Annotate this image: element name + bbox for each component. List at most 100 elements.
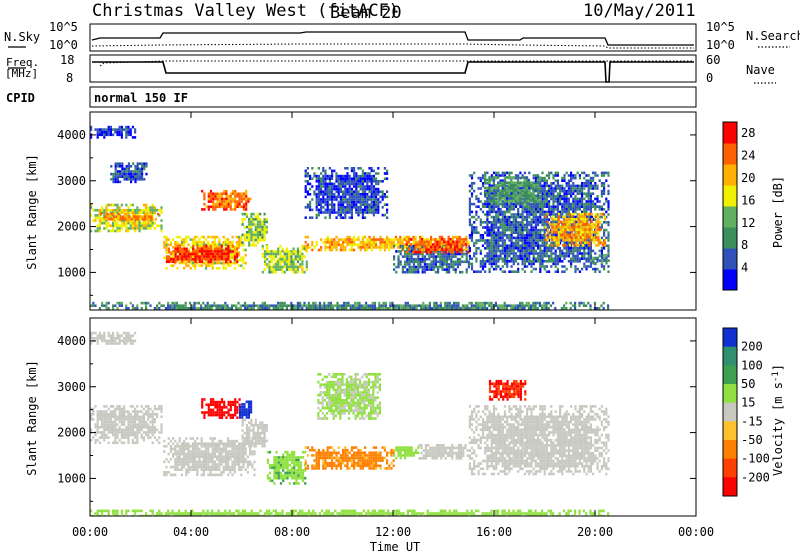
power-cell (117, 215, 120, 218)
power-cell (506, 247, 509, 250)
power-cell (320, 187, 323, 191)
power-cell (548, 233, 552, 237)
power-cell (203, 195, 206, 198)
power-cell (576, 187, 579, 190)
power-cell (335, 180, 338, 183)
power-cell (146, 212, 149, 216)
power-cell (473, 244, 476, 247)
power-cell (333, 203, 336, 206)
power-cell (495, 267, 498, 271)
power-cell (112, 178, 115, 181)
power-cell (528, 213, 531, 216)
power-cell (399, 240, 402, 244)
power-cell (364, 203, 367, 206)
power-cell (366, 246, 369, 249)
power-cell (543, 205, 546, 208)
power-cell (383, 167, 386, 170)
power-cell (460, 243, 463, 246)
power-cell (227, 202, 230, 206)
power-cell (486, 189, 489, 193)
power-cell (112, 304, 115, 307)
power-cell (292, 304, 295, 307)
power-cell (114, 128, 117, 131)
power-cell (562, 225, 565, 229)
power-cell (585, 195, 588, 198)
power-cell (315, 240, 318, 244)
power-cell (506, 257, 509, 260)
power-cell (497, 236, 500, 240)
power-cell (461, 255, 464, 258)
power-cell (377, 180, 380, 183)
power-cell (568, 225, 571, 229)
power-cell (492, 221, 496, 224)
power-cell (603, 184, 606, 188)
power-cell (261, 236, 264, 239)
power-cell (309, 200, 312, 204)
power-cell (277, 265, 280, 269)
power-cell (603, 238, 607, 242)
power-cell (490, 194, 493, 197)
power-cell (327, 304, 330, 307)
power-cell (268, 263, 271, 266)
power-cell (550, 249, 553, 253)
power-cell (545, 202, 548, 206)
power-cell (105, 133, 108, 137)
power-cell (488, 247, 491, 250)
power-cell (214, 205, 217, 209)
power-cell (216, 246, 219, 249)
power-cell (145, 206, 148, 209)
power-cell (456, 260, 459, 264)
power-cell (552, 241, 555, 245)
power-cell (121, 165, 124, 168)
power-cell (322, 174, 325, 178)
power-cell (116, 130, 119, 134)
power-cell (418, 243, 421, 246)
power-cell (337, 203, 340, 206)
power-cell (581, 244, 585, 247)
power-cell (607, 259, 610, 262)
power-cell (348, 208, 351, 212)
power-cell (506, 249, 509, 253)
power-cell (550, 182, 553, 185)
power-cell (116, 208, 119, 212)
power-cell (309, 216, 312, 219)
power-cell (545, 265, 548, 268)
power-cell (423, 265, 426, 269)
power-cell (576, 189, 579, 193)
power-cell (317, 193, 320, 196)
power-cell (445, 263, 448, 266)
power-cell (543, 236, 546, 240)
power-cell (497, 244, 500, 247)
power-cell (470, 234, 474, 237)
power-cell (231, 250, 234, 253)
power-cell (541, 265, 544, 268)
power-cell (227, 252, 230, 256)
power-cell (296, 268, 300, 271)
power-cell (603, 174, 606, 177)
power-cell (584, 212, 587, 216)
power-cell (339, 206, 342, 209)
power-cell (211, 261, 214, 265)
power-cell (125, 178, 128, 181)
power-cell (554, 208, 557, 211)
power-cell (125, 125, 128, 129)
power-cell (506, 223, 509, 227)
power-cell (198, 260, 201, 264)
power-cell (416, 245, 419, 249)
power-cell (430, 252, 433, 256)
power-cell (559, 233, 563, 237)
power-cell (294, 265, 297, 269)
power-cell (153, 211, 156, 215)
power-cell (567, 260, 570, 263)
power-cell (589, 208, 592, 211)
power-cell (103, 227, 106, 230)
power-cell (538, 191, 542, 195)
power-cell (550, 260, 553, 263)
power-cell (506, 262, 509, 266)
power-cell (512, 186, 515, 190)
power-cell (486, 221, 489, 224)
power-cell (570, 238, 574, 242)
power-cell (254, 228, 257, 231)
power-cell (605, 197, 608, 201)
power-cell (528, 221, 531, 224)
